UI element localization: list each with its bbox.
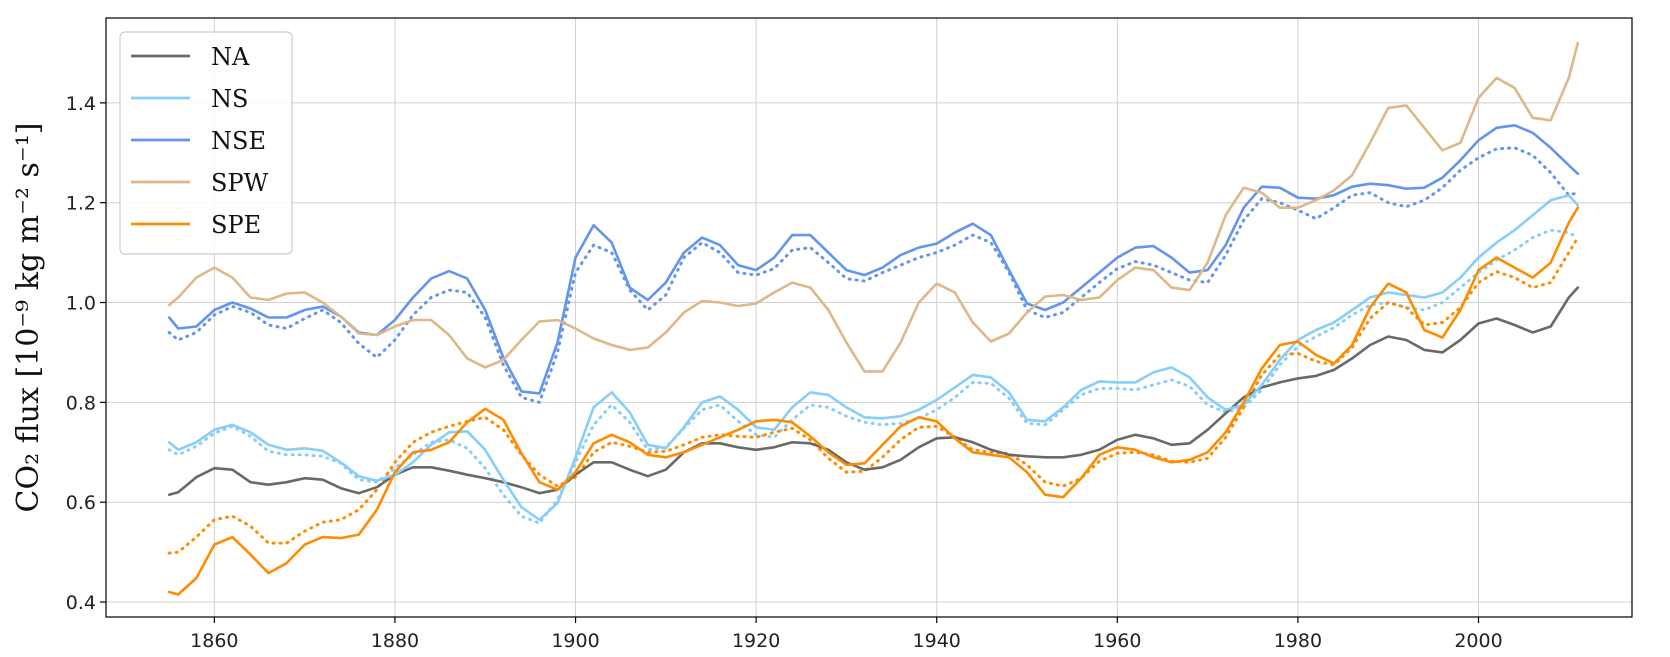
y-tick-label: 1.4: [66, 93, 96, 115]
legend-label-na: NA: [211, 43, 250, 71]
legend-label-spe: SPE: [211, 211, 261, 239]
legend-label-nse: NSE: [211, 127, 266, 155]
x-axis: 1860 1880 1900 1920 1940 1960 1980 2000: [190, 617, 1503, 652]
series-line-spe: [167, 206, 1580, 596]
series-line-dotted: [167, 228, 1580, 525]
y-axis: 0.4 0.6 0.8 1.0 1.2 1.4: [66, 93, 106, 614]
x-tick-label: 1900: [551, 630, 599, 652]
legend-box: [119, 31, 293, 255]
gridlines: [106, 18, 1632, 617]
series-lines: [167, 41, 1580, 596]
legend: NA NS NSE SPW SPE: [119, 31, 293, 255]
x-tick-label: 1880: [371, 630, 419, 652]
x-tick-label: 1960: [1093, 630, 1141, 652]
legend-label-spw: SPW: [211, 169, 269, 197]
legend-label-ns: NS: [211, 85, 248, 113]
x-tick-label: 1980: [1274, 630, 1322, 652]
y-tick-label: 1.2: [66, 193, 96, 215]
series-line-nse: [167, 124, 1580, 395]
y-axis-label: CO₂ flux [10⁻⁹ kg m⁻² s⁻¹]: [11, 123, 46, 513]
x-tick-label: 2000: [1454, 630, 1502, 652]
y-tick-label: 0.8: [66, 392, 96, 414]
y-tick-label: 0.4: [66, 592, 96, 614]
series-line-ns: [167, 193, 1580, 521]
series-line-dotted: [167, 146, 1580, 404]
y-tick-label: 1.0: [66, 293, 96, 315]
x-tick-label: 1920: [732, 630, 780, 652]
plot-frame: [105, 17, 1633, 618]
y-tick-label: 0.6: [66, 492, 96, 514]
series-line-spw: [167, 41, 1580, 373]
series-line-dotted: [167, 236, 1580, 555]
x-tick-label: 1860: [190, 630, 238, 652]
x-tick-label: 1940: [913, 630, 961, 652]
